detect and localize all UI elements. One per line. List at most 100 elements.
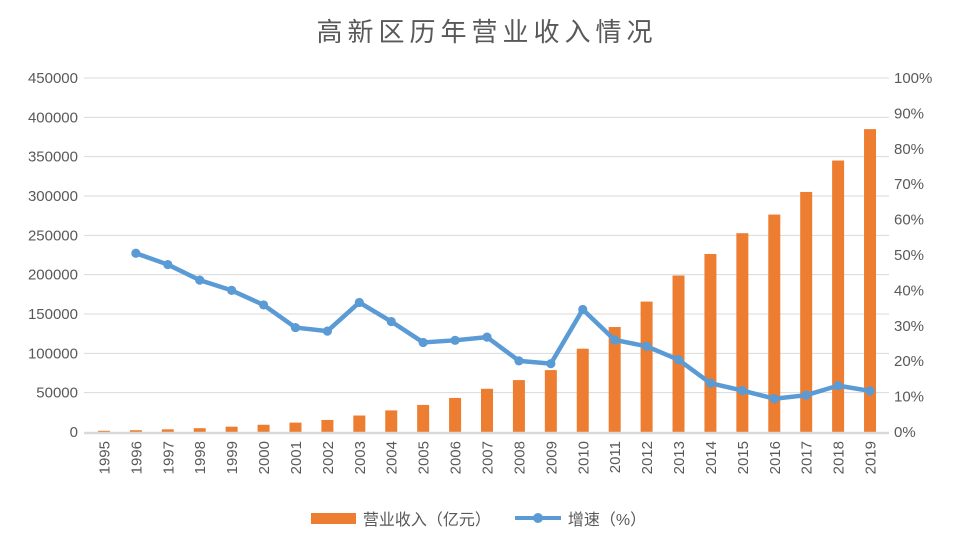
x-axis-tick-label: 2011 (607, 441, 624, 473)
growth-line-marker (801, 390, 811, 400)
x-axis-tick-label: 2003 (352, 441, 369, 474)
growth-line-marker (163, 259, 173, 270)
x-axis-tick-label: 2018 (831, 441, 848, 474)
bar-2000 (257, 424, 270, 432)
bar-2005 (417, 404, 430, 432)
bar-2017 (800, 191, 813, 432)
growth-line-marker (482, 332, 492, 342)
bar-2019 (864, 129, 877, 432)
bar-2004 (385, 410, 398, 432)
right-axis-tick-label: 90% (894, 105, 924, 122)
growth-line-marker (450, 335, 460, 345)
growth-line-marker (131, 248, 141, 258)
growth-line-marker (354, 297, 364, 308)
x-axis-tick-label: 2008 (511, 441, 528, 474)
x-axis-tick-label: 2004 (384, 441, 401, 474)
bar-2011 (608, 327, 621, 432)
x-axis-tick-label: 2015 (735, 441, 752, 474)
right-axis-tick-label: 30% (894, 318, 924, 335)
right-axis-tick-label: 70% (894, 176, 924, 193)
growth-line-marker (578, 304, 588, 315)
left-axis-tick-label: 50000 (36, 385, 78, 402)
x-axis-tick-label: 2001 (288, 441, 305, 474)
growth-line-marker (865, 386, 875, 396)
bar-1997 (161, 429, 174, 432)
x-axis-tick-label: 2016 (767, 441, 784, 474)
growth-line-marker (418, 337, 428, 348)
x-axis-tick-label: 2010 (575, 441, 592, 474)
growth-line-marker (673, 355, 684, 365)
left-axis-tick-label: 150000 (28, 306, 78, 323)
right-axis-tick-label: 100% (894, 70, 932, 87)
legend-bar-swatch (310, 512, 356, 524)
left-axis-tick-label: 200000 (28, 267, 78, 284)
left-axis-tick-label: 400000 (28, 109, 78, 126)
bar-2012 (640, 301, 653, 432)
bar-2013 (672, 275, 685, 432)
right-axis-tick-label: 60% (894, 212, 924, 229)
bar-2001 (289, 422, 302, 432)
right-axis-tick-label: 10% (894, 389, 924, 406)
bar-2003 (353, 415, 366, 432)
x-axis-tick-label: 2006 (448, 441, 465, 474)
growth-line-marker (290, 322, 301, 333)
legend-revenue-label: 营业收入（亿元） (362, 512, 491, 529)
left-axis-tick-label: 350000 (28, 149, 78, 166)
legend-line-marker (532, 513, 543, 523)
left-axis-tick-label: 300000 (28, 188, 78, 205)
growth-line-marker (546, 359, 556, 369)
legend-item-revenue: 营业收入（亿元） (310, 506, 491, 530)
left-axis-tick-label: 0 (70, 424, 78, 441)
right-axis-tick-label: 20% (894, 353, 924, 370)
bar-2010 (576, 348, 589, 432)
x-axis-tick-label: 1999 (224, 441, 241, 474)
x-axis-tick-label: 2013 (671, 441, 688, 474)
bar-1996 (129, 430, 142, 432)
right-axis-tick-label: 80% (894, 141, 924, 158)
left-axis-tick-label: 450000 (28, 70, 78, 87)
left-axis-tick-label: 100000 (28, 345, 78, 362)
growth-line-marker (258, 300, 269, 310)
chart-legend: 营业收入（亿元） 增速（%） (0, 506, 957, 530)
growth-line-marker (769, 394, 779, 404)
bar-2014 (704, 253, 717, 432)
growth-line (133, 250, 873, 401)
x-axis-tick-label: 1996 (128, 441, 145, 474)
x-axis-tick-label: 1995 (96, 441, 113, 474)
bar-1999 (225, 426, 238, 432)
x-axis-tick-label: 2009 (543, 441, 560, 474)
growth-line-marker (227, 285, 237, 295)
legend-line-swatch (514, 512, 561, 524)
bar-2009 (544, 370, 557, 432)
growth-line-marker (322, 326, 332, 336)
legend-item-growth: 增速（%） (514, 506, 647, 530)
growth-line-marker (386, 316, 396, 327)
x-axis-tick-label: 1997 (160, 441, 177, 474)
x-axis-tick-label: 2002 (320, 441, 337, 474)
bar-1998 (193, 428, 206, 432)
bar-2015 (736, 233, 749, 432)
x-axis-tick-label: 2014 (703, 441, 720, 474)
x-axis-tick-label: 1998 (192, 441, 209, 474)
bar-2016 (768, 214, 781, 432)
growth-line-marker (514, 356, 524, 366)
bar-2002 (321, 419, 334, 432)
x-axis-tick-label: 2000 (256, 441, 273, 474)
bar-2018 (832, 160, 845, 432)
x-axis-tick-label: 2007 (480, 441, 497, 474)
legend-growth-label: 增速（%） (567, 512, 647, 529)
growth-line-marker (705, 378, 716, 388)
growth-line-marker (833, 381, 843, 391)
left-axis-tick-label: 250000 (28, 227, 78, 244)
chart-title: 高新区历年营业收入情况 (316, 18, 658, 47)
growth-line-marker (610, 335, 620, 345)
growth-line-marker (642, 341, 652, 351)
bar-2007 (481, 388, 493, 432)
x-axis-tick-label: 2019 (863, 441, 880, 474)
x-axis-tick-label: 2017 (799, 441, 816, 474)
x-axis-tick-label: 2005 (416, 441, 433, 474)
bar-2008 (512, 380, 525, 432)
bar-1995 (97, 430, 110, 432)
